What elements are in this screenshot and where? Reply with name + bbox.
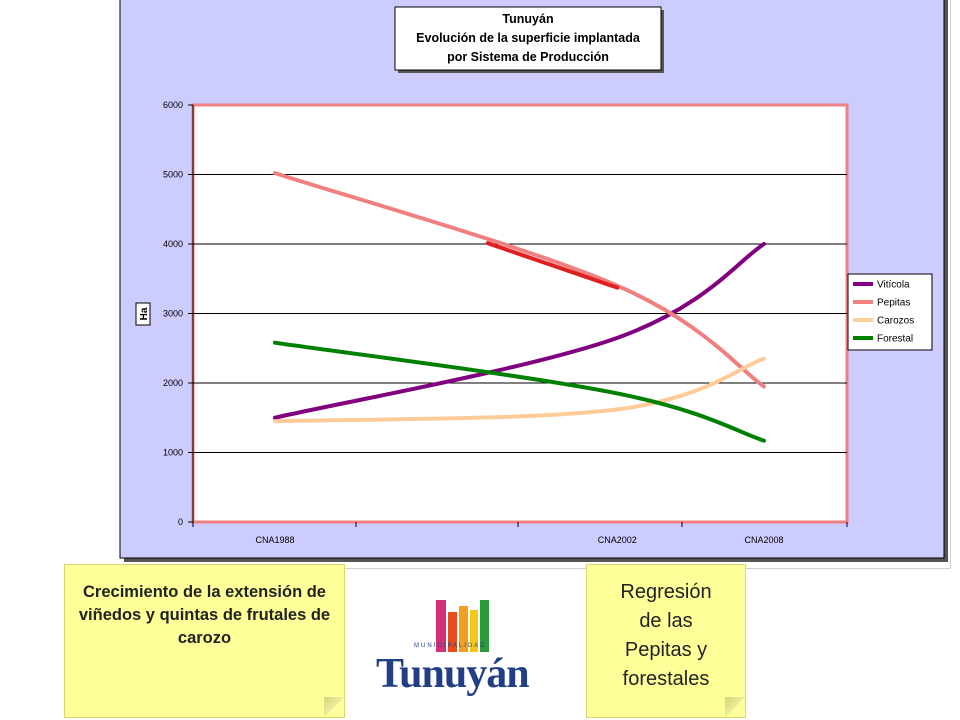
annotation-note-growth: Crecimiento de la extensión de viñedos y… xyxy=(64,564,345,718)
note-regression-line-1: Regresión xyxy=(620,581,712,603)
pepitas-highlight-segment xyxy=(485,241,620,290)
y-tick-label: 0 xyxy=(178,517,183,527)
y-tick-label: 1000 xyxy=(163,448,183,458)
logo-tunuyan-text: Tunuyán xyxy=(376,651,530,697)
logo-bars-icon xyxy=(436,600,489,652)
note-regression-line-4: forestales xyxy=(622,668,710,690)
series-line-pepitas xyxy=(273,171,766,389)
chart-frame: 0 1000 2000 3000 4000 5000 6000 CNA1988 CNA2002 C… xyxy=(112,0,951,569)
page-curl xyxy=(725,697,745,717)
legend-label: Forestal xyxy=(877,334,913,345)
legend-label: Vitícola xyxy=(877,280,910,291)
x-tick-label: CNA2008 xyxy=(744,535,783,545)
x-tick-label: CNA1988 xyxy=(255,535,294,545)
note-regression-line-2: de las xyxy=(639,610,693,632)
legend-label: Carozos xyxy=(877,316,914,327)
note-regression-text: Regresión de las Pepitas y forestales xyxy=(587,578,745,694)
chart-title-line-1: Tunuyán xyxy=(502,12,553,26)
series-line-carozos xyxy=(273,356,766,424)
series-line-forestal xyxy=(273,340,766,443)
page-curl xyxy=(324,697,344,717)
y-tick-label: 3000 xyxy=(163,309,183,319)
y-axis-label: Ha xyxy=(139,307,150,320)
y-axis-label-box xyxy=(135,302,151,326)
chart-title-line-2: Evolución de la superficie implantada xyxy=(416,31,641,45)
chart-title-line-3: por Sistema de Producción xyxy=(447,50,609,64)
y-tick-label: 4000 xyxy=(163,239,183,249)
x-tick-label: CNA2002 xyxy=(598,535,637,545)
municipalidad-logo xyxy=(360,594,550,704)
y-tick-label: 2000 xyxy=(163,378,183,388)
y-tick-label: 6000 xyxy=(163,100,183,110)
note-growth-text: Crecimiento de la extensión de viñedos y… xyxy=(78,583,331,647)
legend-label: Pepitas xyxy=(877,298,910,309)
chart: 0 1000 2000 3000 4000 5000 6000 CNA1988 CNA2002 C… xyxy=(119,0,948,562)
y-axis-label-group: Ha xyxy=(135,302,151,326)
y-tick-label: 5000 xyxy=(163,170,183,180)
logo-municipalidad-text: MUNICIPALIDAD xyxy=(414,643,487,649)
series-line-vitcola xyxy=(273,242,766,420)
note-regression-line-3: Pepitas y xyxy=(624,639,708,661)
annotation-note-regression: Regresión de las Pepitas y forestales xyxy=(586,564,746,718)
title-box xyxy=(394,6,662,71)
